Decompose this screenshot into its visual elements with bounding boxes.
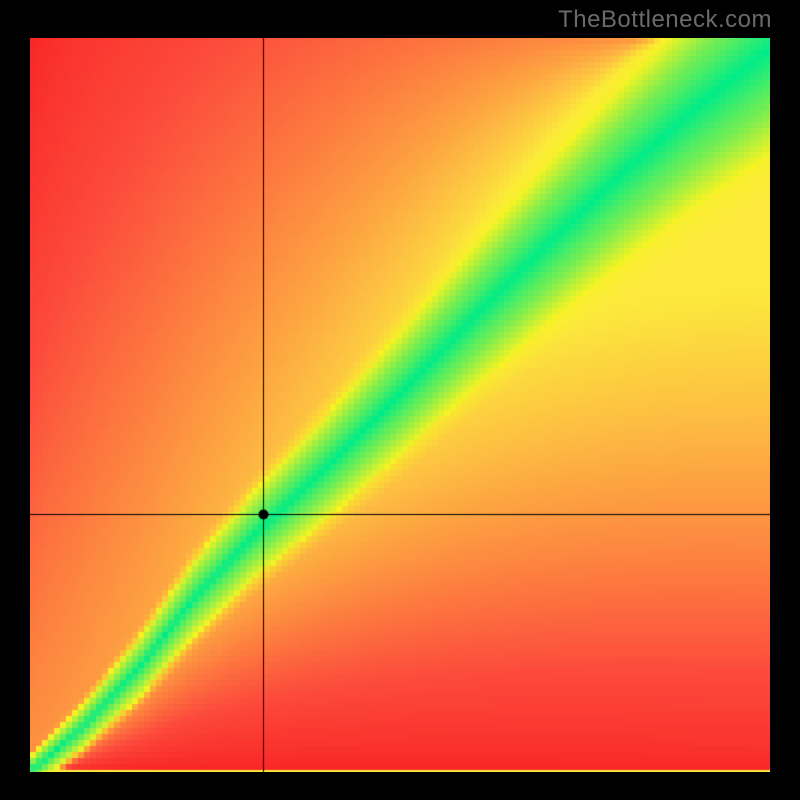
heatmap-canvas [30, 38, 770, 772]
watermark-text: TheBottleneck.com [558, 6, 772, 34]
chart-container: TheBottleneck.com [0, 0, 800, 800]
